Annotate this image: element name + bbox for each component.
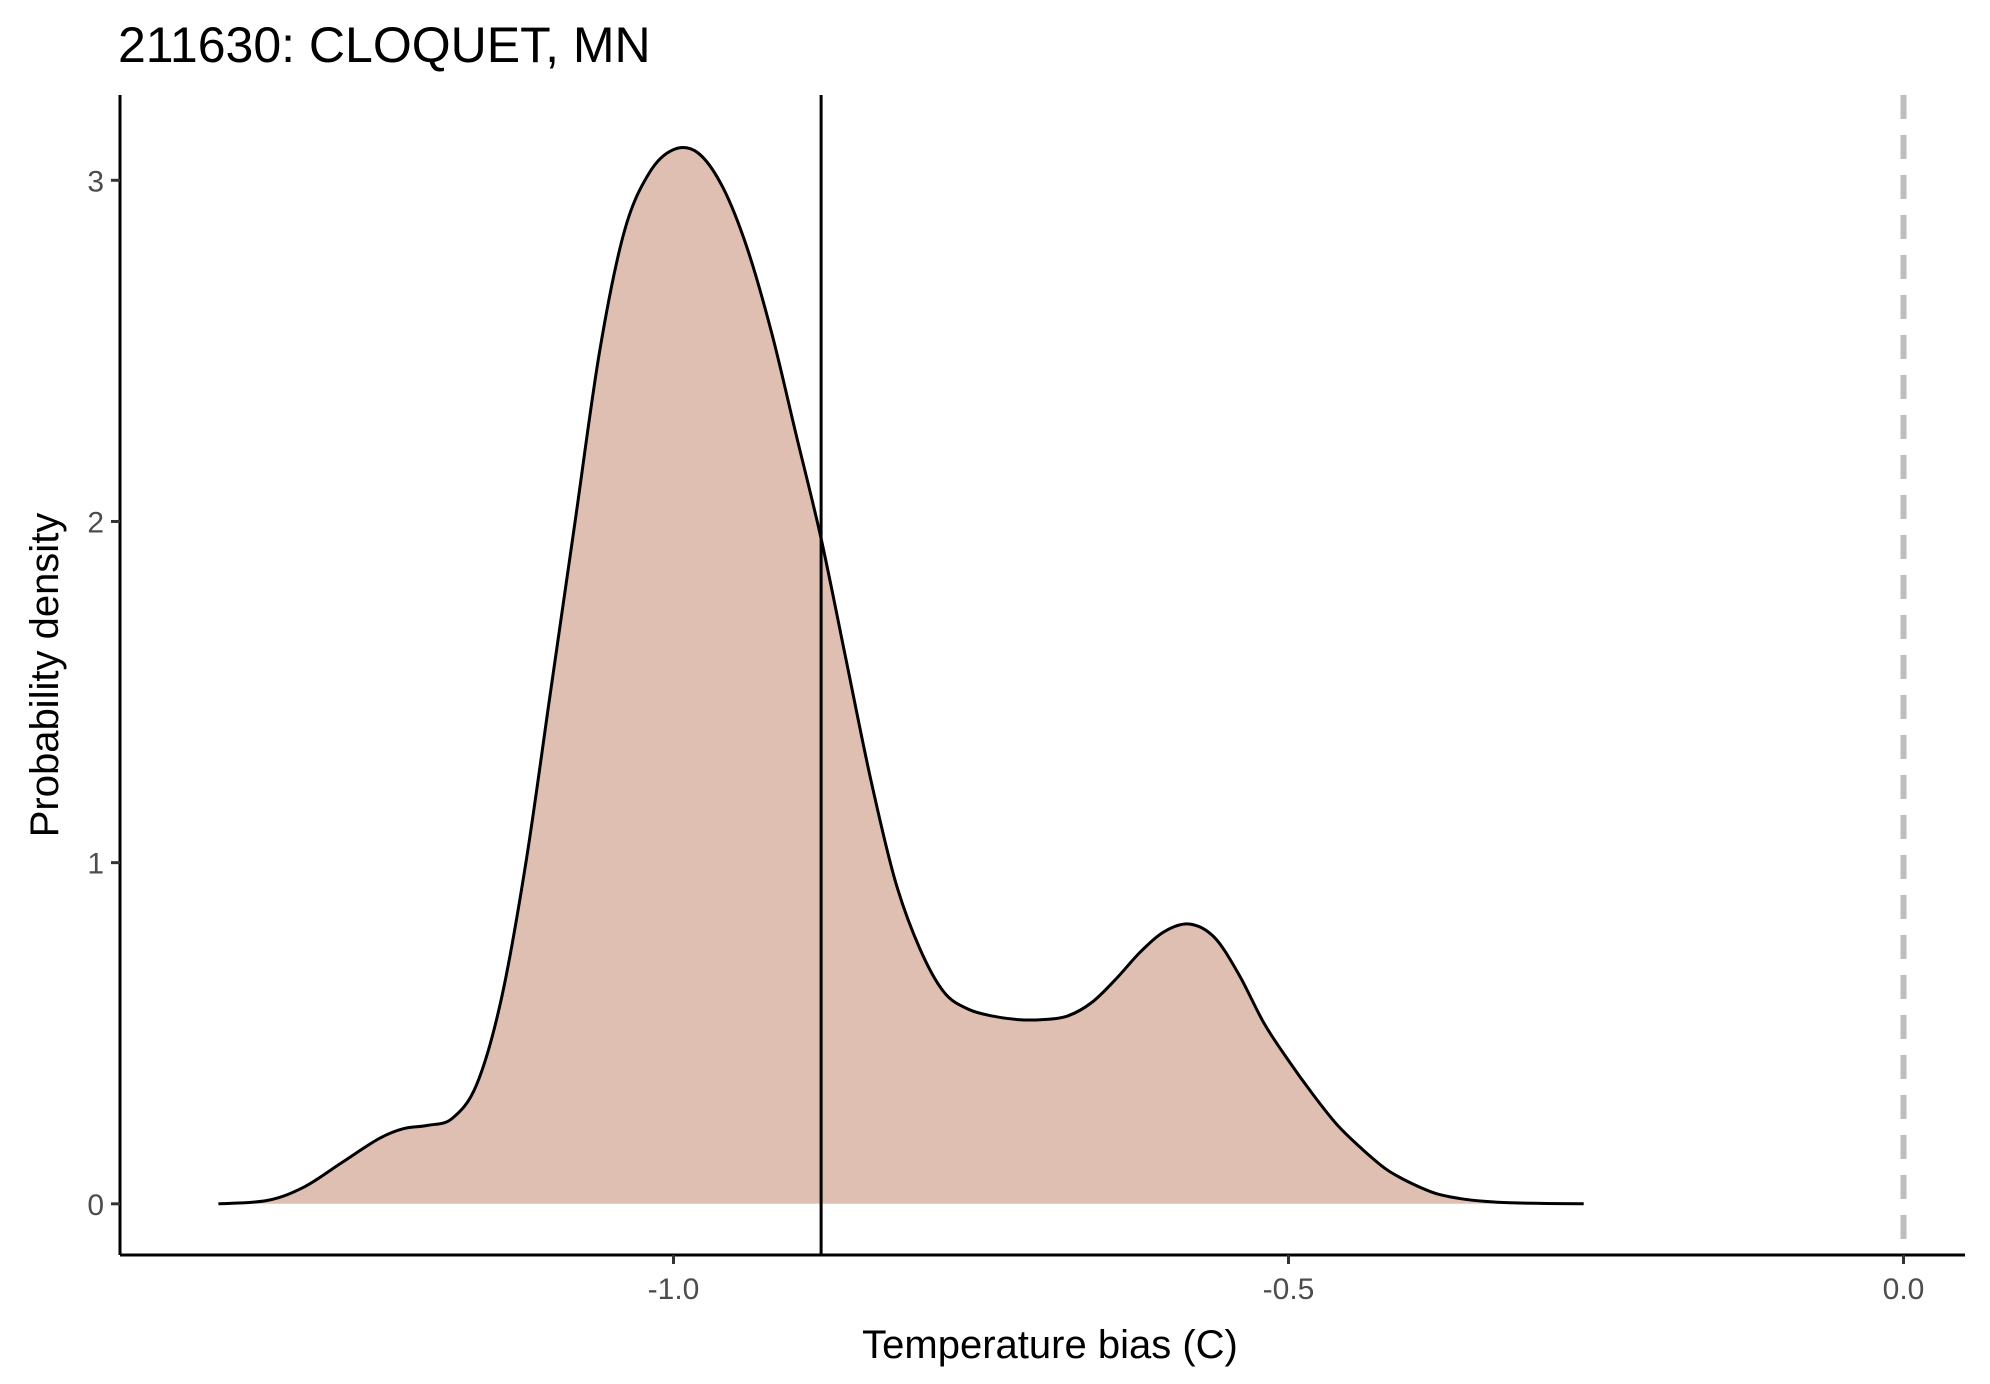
x-axis-ticks: -1.0 -0.5 0.0	[648, 1255, 1925, 1306]
y-axis-title: Probability density	[23, 513, 67, 838]
density-area	[218, 147, 1584, 1204]
density-curve	[218, 146, 1584, 1206]
chart-title: 211630: CLOQUET, MN	[118, 17, 651, 73]
x-tick-label: -0.5	[1263, 1273, 1315, 1306]
x-tick-label: -1.0	[648, 1273, 700, 1306]
x-tick-label: 0.0	[1883, 1273, 1925, 1306]
y-tick-label: 2	[87, 506, 104, 539]
y-tick-label: 0	[87, 1189, 104, 1222]
plot-area	[218, 95, 1907, 1255]
x-axis-title: Temperature bias (C)	[862, 1323, 1238, 1367]
y-tick-label: 1	[87, 848, 104, 881]
y-axis-ticks: 0 1 2 3	[87, 165, 120, 1222]
y-tick-label: 3	[87, 165, 104, 198]
